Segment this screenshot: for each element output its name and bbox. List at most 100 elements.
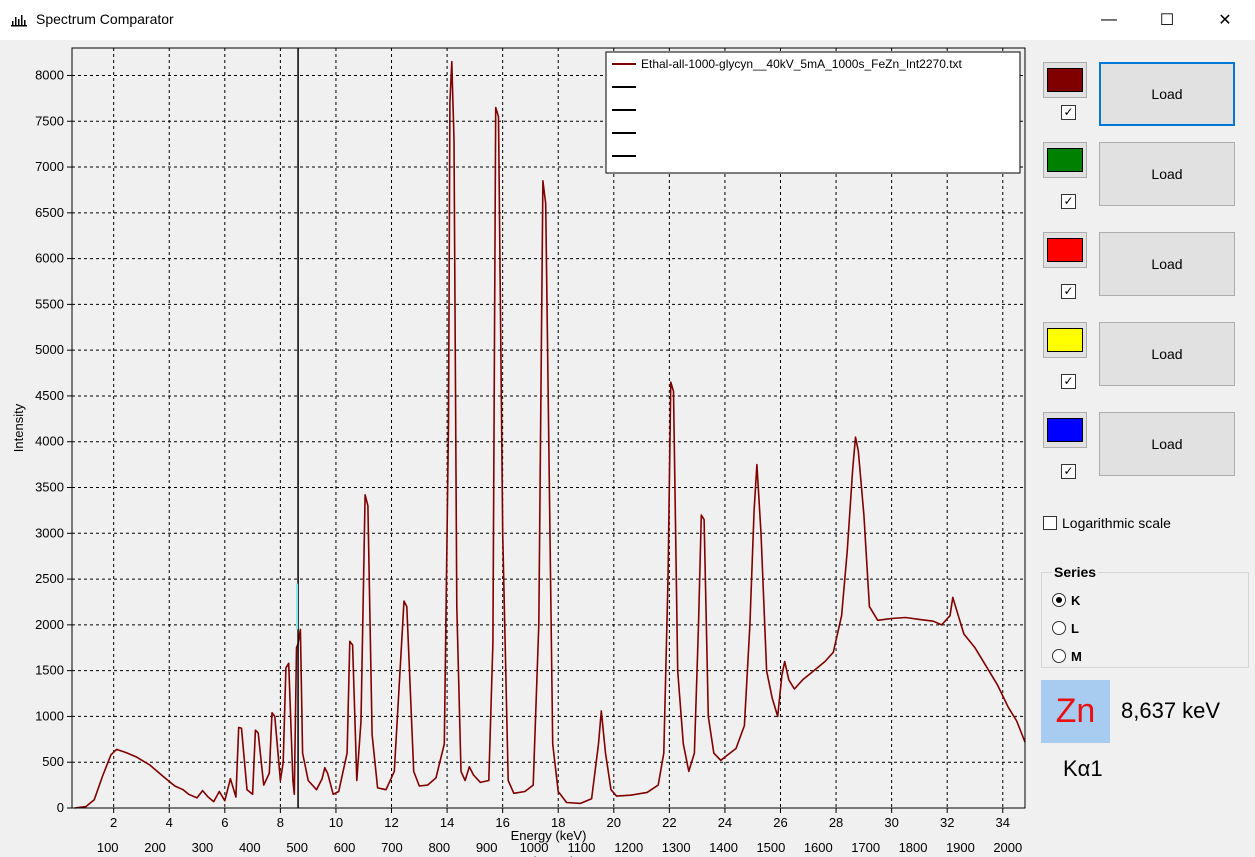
x-axis-label: Energy (keV) [511, 828, 587, 843]
plot-border [71, 47, 1026, 809]
load-button-2[interactable]: Load [1099, 142, 1235, 206]
x-tick-label: 6 [221, 815, 228, 830]
series-label-m: M [1071, 648, 1082, 664]
y-tick-label: 1500 [35, 663, 64, 678]
x-tick-label: 14 [440, 815, 454, 830]
visible-checkbox-1[interactable]: ✓ [1061, 105, 1076, 120]
visible-checkbox-5[interactable]: ✓ [1061, 464, 1076, 479]
channel-tick-label: 2000 [993, 840, 1022, 855]
series-option-l[interactable]: L [1052, 619, 1079, 637]
y-tick-label: 500 [42, 754, 64, 769]
x-tick-label: 8 [277, 815, 284, 830]
y-tick-label: 2500 [35, 571, 64, 586]
load-button-3[interactable]: Load [1099, 232, 1235, 296]
x-tick-label: 12 [384, 815, 398, 830]
series-option-k[interactable]: K [1052, 591, 1080, 609]
color-swatch-5 [1047, 418, 1083, 442]
x-tick-label: 32 [940, 815, 954, 830]
channel-tick-label: 300 [192, 840, 214, 855]
window-title: Spectrum Comparator [36, 11, 174, 27]
legend-label-1: Ethal-all-1000-glycyn__40kV_5mA_1000s_Fe… [641, 57, 963, 71]
color-swatch-1 [1047, 68, 1083, 92]
series-line-1 [74, 60, 1026, 809]
color-picker-button-4[interactable] [1043, 322, 1087, 358]
y-tick-label: 8000 [35, 67, 64, 82]
log-scale-option[interactable]: Logarithmic scale [1043, 514, 1171, 532]
y-tick-label: 2000 [35, 617, 64, 632]
x-tick-label: 20 [607, 815, 621, 830]
close-button[interactable]: ✕ [1218, 12, 1232, 29]
channel-tick-label: 1300 [662, 840, 691, 855]
channel-tick-label: 1700 [851, 840, 880, 855]
legend-box [605, 51, 1021, 174]
channel-tick-label: 1200 [614, 840, 643, 855]
channel-tick-label: 500 [286, 840, 308, 855]
color-swatch-3 [1047, 238, 1083, 262]
load-button-5[interactable]: Load [1099, 412, 1235, 476]
x-tick-label: 26 [773, 815, 787, 830]
color-picker-button-5[interactable] [1043, 412, 1087, 448]
spectrum-chart[interactable]: 0500100015002000250030003500400045005000… [0, 40, 1033, 857]
y-tick-label: 4500 [35, 388, 64, 403]
channel-tick-label: 200 [144, 840, 166, 855]
series-radio-m[interactable] [1052, 649, 1066, 663]
minimize-button[interactable]: — [1101, 11, 1117, 28]
x-tick-label: 4 [166, 815, 173, 830]
title-bar: Spectrum Comparator — ☐ ✕ [0, 0, 1255, 40]
series-label-l: L [1071, 620, 1079, 636]
y-axis-label: Intensity [11, 403, 26, 452]
x-tick-label: 28 [829, 815, 843, 830]
channel-tick-label: 1500 [756, 840, 785, 855]
channel-tick-label: 700 [381, 840, 403, 855]
load-button-4[interactable]: Load [1099, 322, 1235, 386]
channel-axis-label: Channel [524, 854, 573, 857]
log-scale-checkbox[interactable] [1043, 516, 1057, 530]
channel-tick-label: 1100 [567, 840, 595, 855]
spectrum-chart-area[interactable]: 0 500 1000 1500 2000 2500 3000 3500 4000 4500 5000… [0, 40, 1033, 857]
y-tick-label: 3500 [35, 480, 64, 495]
log-scale-label: Logarithmic scale [1062, 515, 1171, 531]
channel-tick-label: 1400 [709, 840, 738, 855]
color-picker-button-2[interactable] [1043, 142, 1087, 178]
series-option-m[interactable]: M [1052, 647, 1082, 665]
element-line: Kα1 [1063, 756, 1103, 781]
visible-checkbox-4[interactable]: ✓ [1061, 374, 1076, 389]
x-tick-label: 24 [718, 815, 732, 830]
channel-tick-label: 900 [476, 840, 498, 855]
visible-checkbox-3[interactable]: ✓ [1061, 284, 1076, 299]
series-group-title: Series [1052, 564, 1099, 580]
y-tick-label: 1000 [35, 708, 64, 723]
x-tick-label: 22 [662, 815, 676, 830]
maximize-button[interactable]: ☐ [1159, 12, 1175, 29]
y-tick-label: 6000 [35, 251, 64, 266]
channel-tick-label: 800 [428, 840, 450, 855]
channel-tick-label: 1800 [899, 840, 928, 855]
channel-tick-label: 600 [334, 840, 356, 855]
x-tick-label: 34 [996, 815, 1010, 830]
series-radio-l[interactable] [1052, 621, 1066, 635]
control-panel: ✓ Load ✓ Load ✓ Load ✓ Load ✓ Load Logar… [1033, 40, 1255, 790]
y-tick-label: 6500 [35, 205, 64, 220]
color-swatch-4 [1047, 328, 1083, 352]
y-tick-label: 7000 [35, 159, 64, 174]
channel-tick-label: 400 [239, 840, 261, 855]
y-tick-label: 5500 [35, 296, 64, 311]
x-tick-label: 30 [884, 815, 898, 830]
channel-tick-label: 100 [97, 840, 119, 855]
color-picker-button-1[interactable] [1043, 62, 1087, 98]
x-tick-label: 2 [110, 815, 117, 830]
y-tick-label: 3000 [35, 525, 64, 540]
x-tick-label: 18 [551, 815, 565, 830]
channel-tick-label: 1000 [520, 840, 549, 855]
y-tick-label: 4000 [35, 434, 64, 449]
color-picker-button-3[interactable] [1043, 232, 1087, 268]
visible-checkbox-2[interactable]: ✓ [1061, 194, 1076, 209]
series-label-k: K [1071, 592, 1081, 608]
spectrum-app-icon [11, 15, 27, 27]
series-radio-k[interactable] [1052, 593, 1066, 607]
y-tick-label: 5000 [35, 342, 64, 357]
series-group: Series K L M [1041, 564, 1249, 668]
x-tick-label: 10 [329, 815, 343, 830]
element-symbol: Zn [1041, 680, 1110, 743]
load-button-1[interactable]: Load [1099, 62, 1235, 126]
